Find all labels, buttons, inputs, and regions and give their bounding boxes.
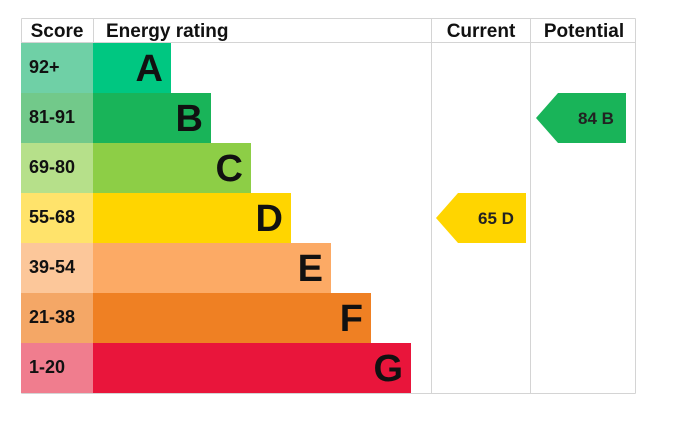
bar-b xyxy=(93,93,211,143)
score-range-c: 69-80 xyxy=(29,157,75,177)
score-range-e: 39-54 xyxy=(29,257,75,277)
potential-rating-pointer: 84 B xyxy=(536,93,626,143)
current-rating-pointer-arrow xyxy=(436,193,526,243)
band-letter-c: C xyxy=(216,148,243,190)
band-letter-g: G xyxy=(373,348,403,390)
band-b: 81-91 B xyxy=(21,93,211,143)
score-header: Score xyxy=(31,21,84,42)
bar-c xyxy=(93,143,251,193)
energy-rating-header: Energy rating xyxy=(106,21,228,42)
potential-rating-pointer-arrow xyxy=(536,93,626,143)
rating-pointers: 65 D 84 B xyxy=(436,93,626,243)
potential-header: Potential xyxy=(544,21,624,42)
score-range-a: 92+ xyxy=(29,57,60,77)
bar-d xyxy=(93,193,291,243)
bar-a xyxy=(93,43,171,93)
bar-e xyxy=(93,243,331,293)
potential-rating-pointer-label: 84 B xyxy=(578,109,614,128)
current-rating-pointer: 65 D xyxy=(436,193,526,243)
score-range-g: 1-20 xyxy=(29,357,65,377)
score-cell-e xyxy=(21,243,93,293)
current-rating-pointer-label: 65 D xyxy=(478,209,514,228)
score-cell-a xyxy=(21,43,93,93)
band-letter-d: D xyxy=(256,198,283,240)
band-d: 55-68 D xyxy=(21,193,291,243)
score-range-f: 21-38 xyxy=(29,307,75,327)
band-f: 21-38 F xyxy=(21,293,371,343)
band-a: 92+ A xyxy=(21,43,171,93)
band-letter-a: A xyxy=(136,48,163,90)
score-range-d: 55-68 xyxy=(29,207,75,227)
bar-f xyxy=(93,293,371,343)
score-cell-c xyxy=(21,143,93,193)
score-range-b: 81-91 xyxy=(29,107,75,127)
score-cell-d xyxy=(21,193,93,243)
energy-rating-chart: Score Energy rating Current Potential 92… xyxy=(21,18,636,394)
band-e: 39-54 E xyxy=(21,243,331,293)
energy-rating-svg: Score Energy rating Current Potential 92… xyxy=(21,18,636,394)
score-cell-f xyxy=(21,293,93,343)
bar-g xyxy=(93,343,411,393)
band-letter-e: E xyxy=(298,248,323,290)
rating-bands: 92+ A 81-91 B 69-80 C 55-68 D 39-54 E 21-38 F 1-20 G xyxy=(21,43,411,393)
band-letter-f: F xyxy=(340,298,363,340)
band-c: 69-80 C xyxy=(21,143,251,193)
band-g: 1-20 G xyxy=(21,343,411,393)
current-header: Current xyxy=(447,21,516,42)
band-letter-b: B xyxy=(176,98,203,140)
score-cell-b xyxy=(21,93,93,143)
score-cell-g xyxy=(21,343,93,393)
